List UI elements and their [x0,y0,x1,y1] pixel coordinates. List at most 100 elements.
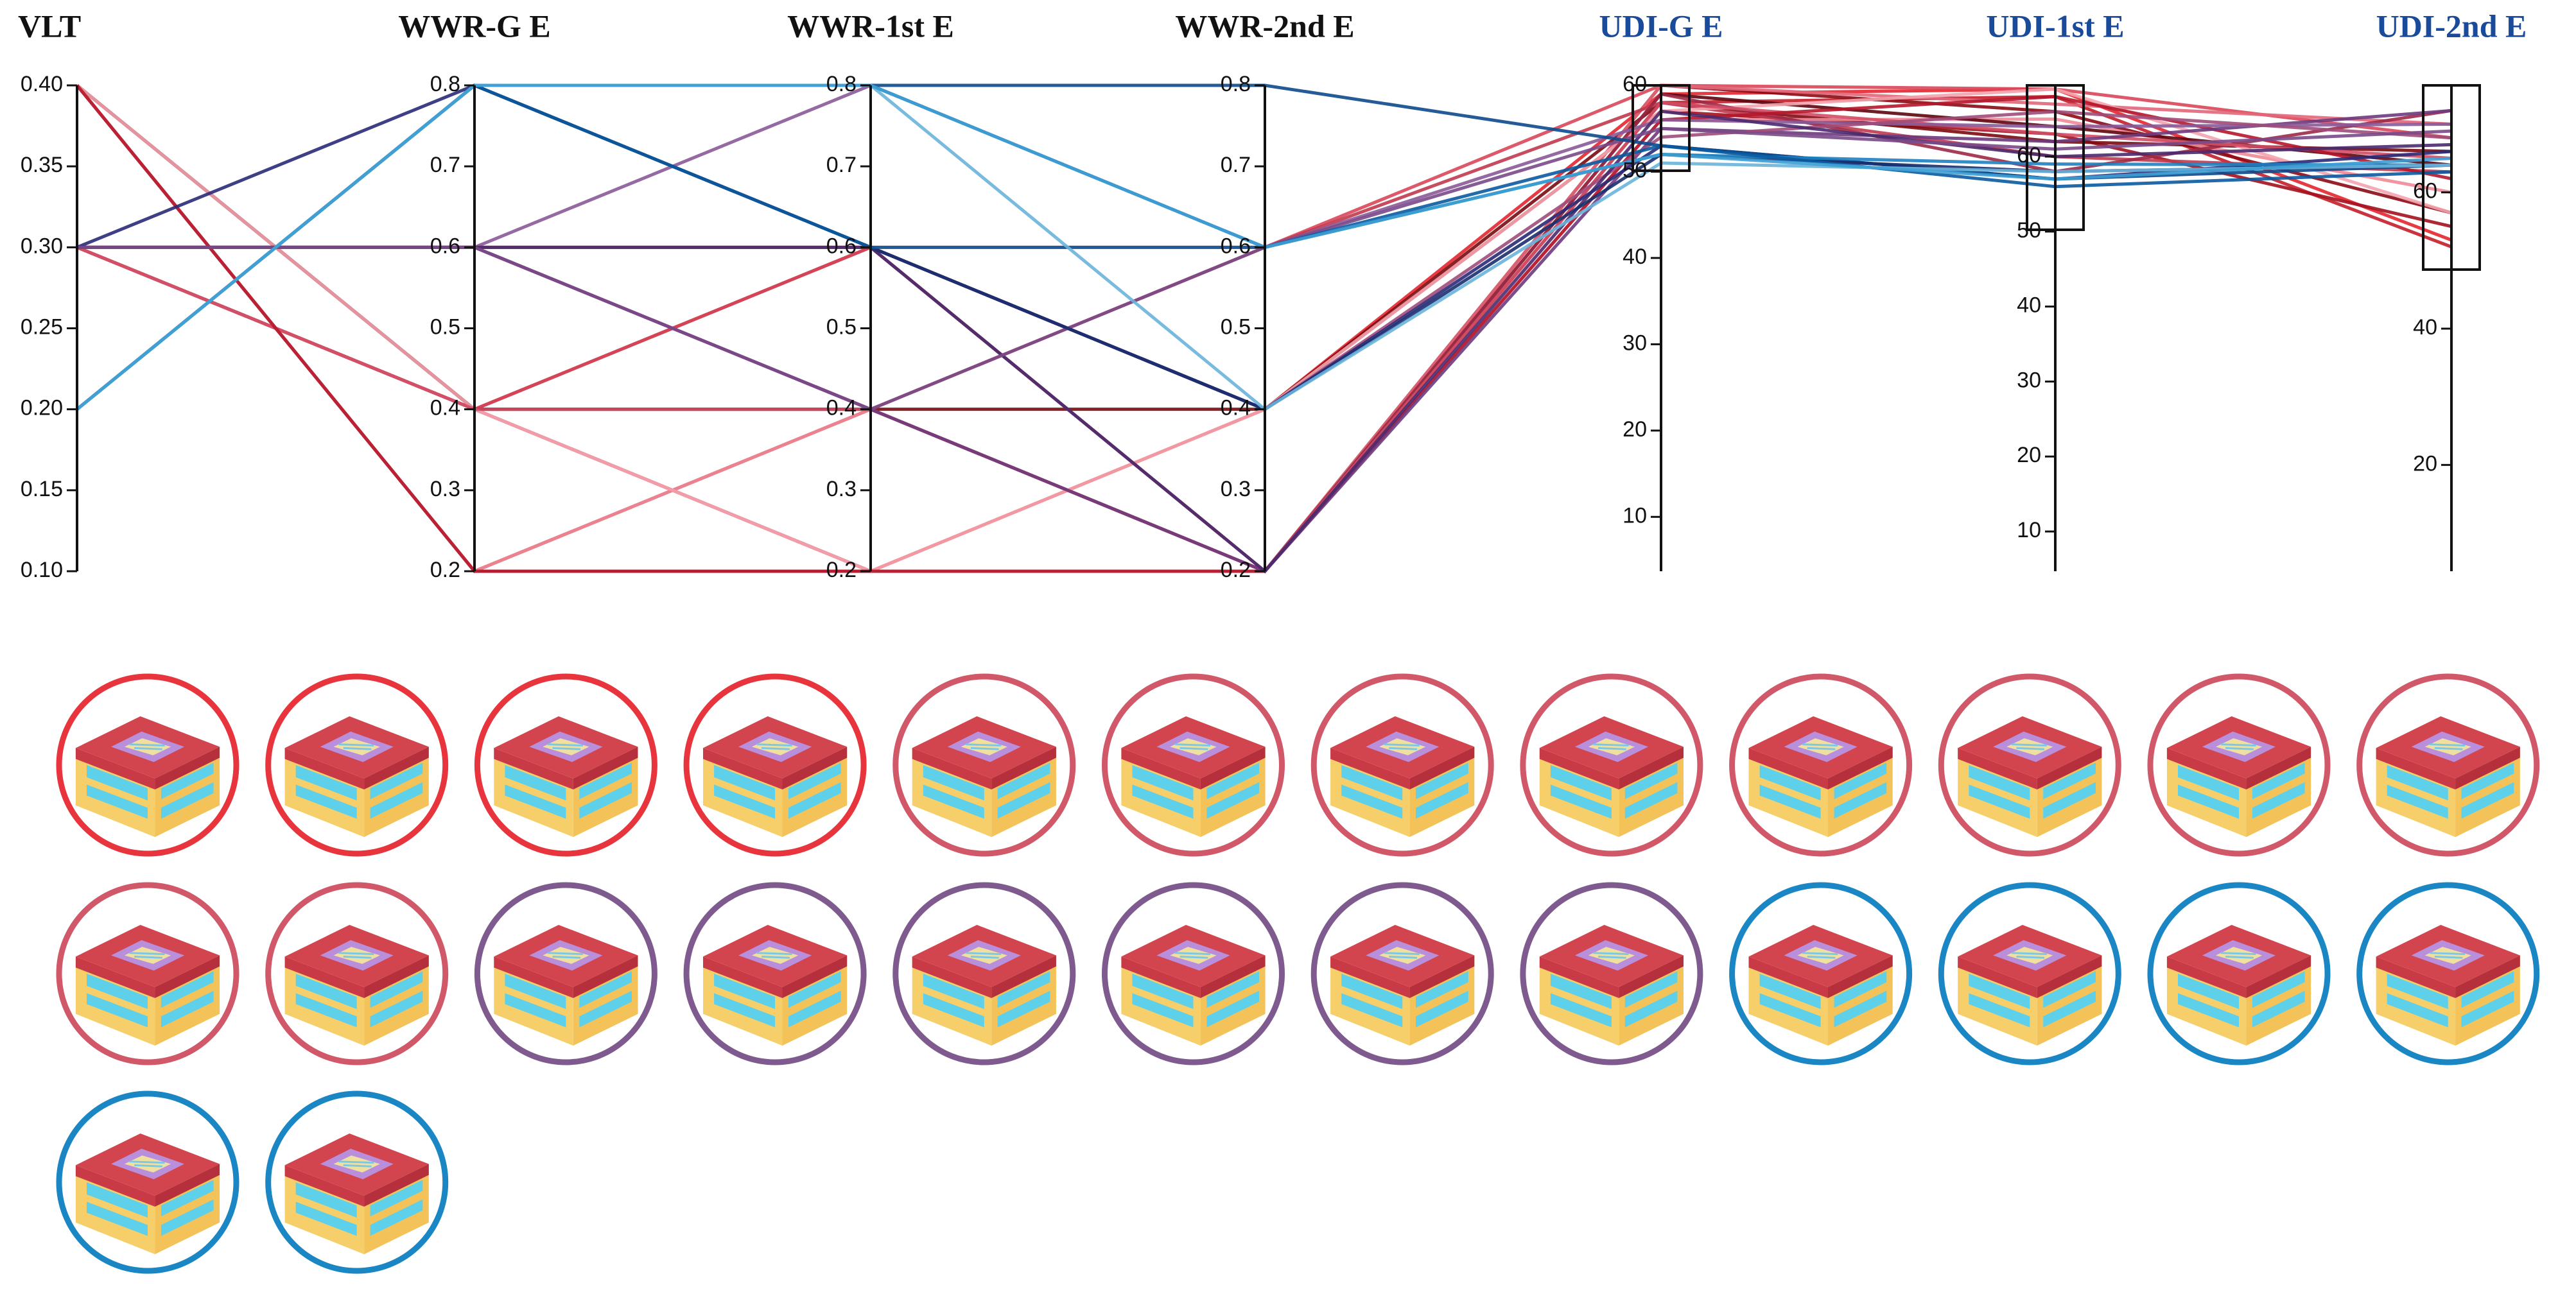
y-tick-label: 20 [2413,451,2437,476]
y-tick-label: 0.6 [826,234,857,258]
design-icon [2356,882,2540,1065]
icon-ring [56,673,239,857]
design-icon [683,882,867,1065]
icon-ring [1938,673,2121,857]
y-tick-label: 0.6 [430,234,460,258]
design-icon [1310,673,1494,857]
y-tick-label: 0.3 [1221,477,1251,501]
y-tick-label: 0.2 [826,558,857,582]
y-tick-label: 0.40 [21,72,63,96]
icon-ring [1102,673,1285,857]
design-icon [1938,673,2121,857]
axis-title: VLT [18,8,81,44]
design-icon [1729,882,1913,1065]
icon-ring [474,882,657,1065]
design-icon [1310,882,1494,1065]
y-tick-label: 0.8 [430,72,460,96]
icon-ring [2356,673,2540,857]
y-tick-label: 40 [2413,315,2437,340]
y-tick-label: 0.8 [826,72,857,96]
icon-ring [683,673,867,857]
icon-ring [265,673,449,857]
y-tick-label: 0.10 [21,558,63,582]
icon-ring [683,882,867,1065]
brush-box [2422,84,2481,271]
design-icon [265,1090,449,1274]
design-icon [474,673,657,857]
brush-box [2026,84,2085,231]
icon-ring [1520,673,1703,857]
design-icon [474,882,657,1065]
y-tick-label: 60 [2017,143,2041,168]
y-tick-label: 0.5 [430,314,460,339]
design-icon [1102,673,1285,857]
design-icon [56,882,239,1065]
y-tick-label: 0.25 [21,314,63,339]
design-icon [1938,882,2121,1065]
axis-title: WWR-G E [398,8,551,44]
icon-ring [1310,673,1494,857]
y-tick-label: 0.2 [1221,558,1251,582]
y-tick-label: 40 [2017,293,2041,318]
y-tick-label: 0.4 [430,396,460,420]
y-tick-label: 0.3 [826,477,857,501]
y-tick-label: 0.7 [1221,153,1251,177]
design-icon [2147,882,2331,1065]
y-tick-label: 10 [1623,503,1647,528]
y-tick-label: 30 [1623,331,1647,355]
icon-ring [265,1090,449,1274]
y-tick-label: 0.3 [430,477,460,501]
icon-ring [892,673,1076,857]
design-icon [265,673,449,857]
y-tick-label: 0.7 [430,153,460,177]
icon-ring [1310,882,1494,1065]
design-icon [1520,882,1703,1065]
icon-ring [56,1090,239,1274]
icon-ring [892,882,1076,1065]
icon-ring [1938,882,2121,1065]
design-icon [683,673,867,857]
icon-ring [265,882,449,1065]
design-icon [1102,882,1285,1065]
axis-title: WWR-2nd E [1175,8,1354,44]
y-tick-label: 0.8 [1221,72,1251,96]
y-tick-label: 0.5 [826,314,857,339]
y-tick-label: 40 [1623,245,1647,269]
y-tick-label: 0.5 [1221,314,1251,339]
icon-ring [1729,673,1913,857]
icon-ring [474,673,657,857]
y-tick-label: 0.2 [430,558,460,582]
axis-title: UDI-2nd E [2376,8,2527,44]
design-icon [1520,673,1703,857]
icon-ring [1729,882,1913,1065]
design-icon [892,673,1076,857]
axis-title: WWR-1st E [787,8,954,44]
design-icon [2147,673,2331,857]
y-tick-label: 20 [2017,443,2041,467]
design-icon [265,882,449,1065]
y-tick-label: 0.20 [21,396,63,420]
axis-title: UDI-1st E [1986,8,2124,44]
icon-ring [2356,882,2540,1065]
y-tick-label: 10 [2017,518,2041,542]
icon-ring [1102,882,1285,1065]
icon-ring [1520,882,1703,1065]
icon-ring [2147,882,2331,1065]
y-tick-label: 20 [1623,417,1647,442]
design-icon [56,673,239,857]
y-tick-label: 0.4 [1221,396,1251,420]
design-icon [2356,673,2540,857]
icon-ring [56,882,239,1065]
y-tick-label: 30 [2017,368,2041,392]
design-icons [56,673,2540,1274]
design-icon [892,882,1076,1065]
y-tick-label: 0.7 [826,153,857,177]
y-tick-label: 0.30 [21,234,63,258]
y-tick-label: 0.6 [1221,234,1251,258]
design-icon [56,1090,239,1274]
y-tick-label: 60 [1623,72,1647,96]
icon-ring [2147,673,2331,857]
y-tick-label: 0.35 [21,153,63,177]
